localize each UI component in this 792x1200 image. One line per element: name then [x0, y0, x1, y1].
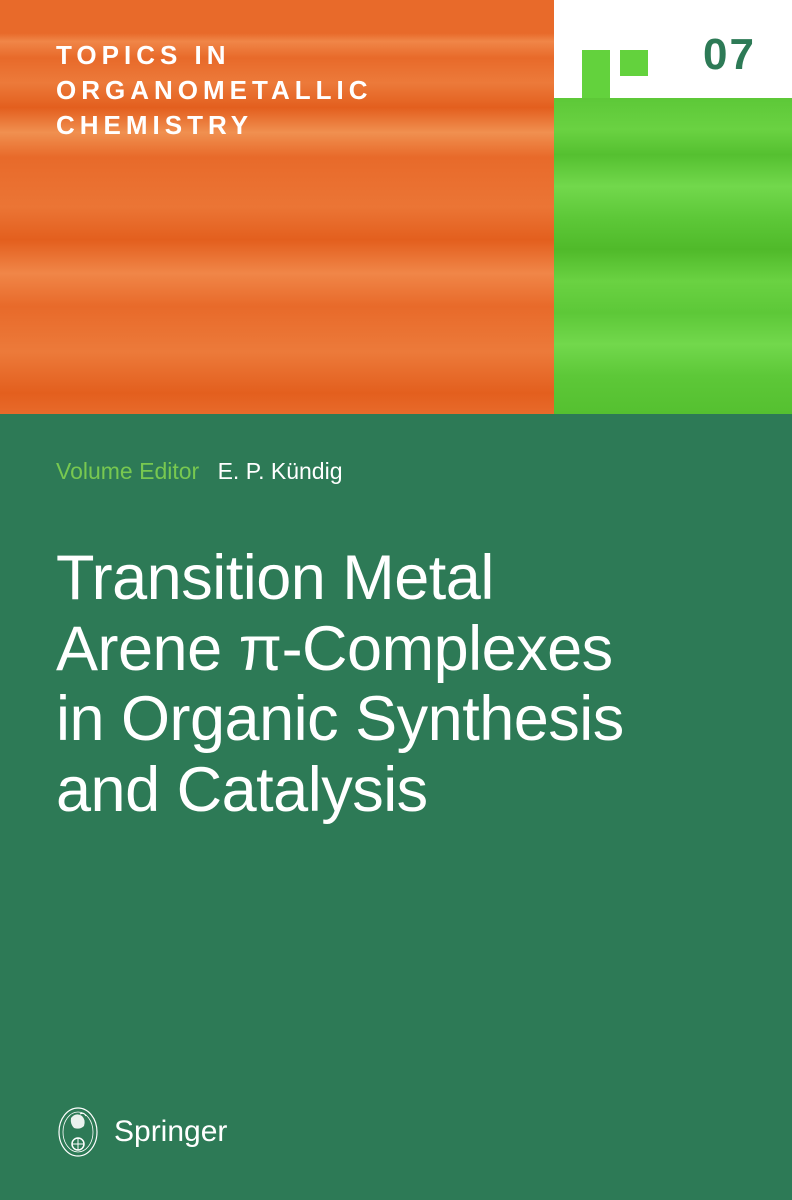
bottom-section: Volume Editor E. P. Kündig Transition Me… — [0, 414, 792, 1200]
title-line-4: and Catalysis — [56, 755, 736, 826]
publisher-row: Springer — [56, 1106, 227, 1158]
light-green-panel — [554, 98, 792, 414]
series-line-1: TOPICS IN — [56, 38, 554, 73]
tab-short — [620, 50, 648, 76]
editor-line: Volume Editor E. P. Kündig — [56, 458, 736, 485]
white-strip: 07 — [554, 0, 792, 98]
publisher-name: Springer — [114, 1115, 227, 1149]
editor-label: Volume Editor — [56, 458, 199, 484]
title-line-1: Transition Metal — [56, 543, 736, 614]
title-line-3: in Organic Synthesis — [56, 684, 736, 755]
top-section: TOPICS IN ORGANOMETALLIC CHEMISTRY 07 — [0, 0, 792, 414]
volume-number: 07 — [703, 30, 756, 80]
orange-panel: TOPICS IN ORGANOMETALLIC CHEMISTRY — [0, 0, 554, 414]
tab-tall — [582, 50, 610, 98]
top-right-column: 07 — [554, 0, 792, 414]
book-cover: TOPICS IN ORGANOMETALLIC CHEMISTRY 07 Vo… — [0, 0, 792, 1200]
editor-name: E. P. Kündig — [218, 458, 343, 484]
decorative-tabs — [582, 50, 648, 98]
title-line-2: Arene π-Complexes — [56, 614, 736, 685]
series-title: TOPICS IN ORGANOMETALLIC CHEMISTRY — [56, 38, 554, 143]
series-line-2: ORGANOMETALLIC CHEMISTRY — [56, 73, 554, 143]
springer-horse-icon — [56, 1106, 100, 1158]
main-title: Transition Metal Arene π-Complexes in Or… — [56, 543, 736, 825]
